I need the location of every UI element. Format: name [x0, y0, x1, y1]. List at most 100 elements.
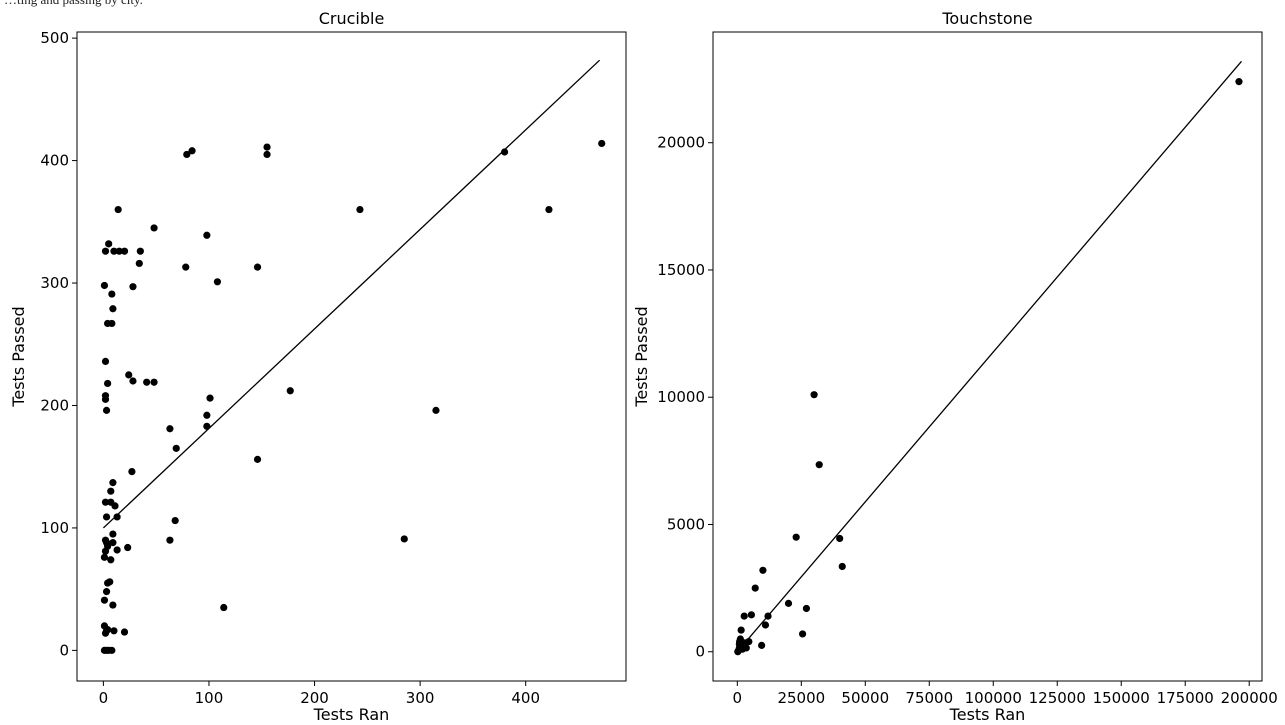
x-tick-label: 25000 [777, 689, 825, 707]
x-tick-label: 125000 [1029, 689, 1086, 707]
x-tick-label: 50000 [841, 689, 889, 707]
y-tick-label: 300 [40, 274, 69, 292]
y-tick-label: 100 [40, 519, 69, 537]
data-point [545, 205, 553, 214]
x-tick-label: 300 [406, 689, 435, 707]
data-point [203, 411, 211, 419]
data-point [792, 533, 800, 541]
chart-title: Touchstone [941, 9, 1032, 28]
x-tick-label: 0 [733, 689, 743, 707]
data-point [129, 283, 137, 291]
data-point [115, 247, 123, 255]
data-point [761, 621, 770, 629]
x-tick-label: 175000 [1157, 689, 1214, 707]
data-point [143, 378, 151, 386]
data-point [120, 247, 129, 255]
data-point [758, 641, 766, 649]
data-point [838, 562, 846, 571]
data-point [109, 479, 117, 487]
data-point [109, 530, 117, 538]
data-point [111, 502, 119, 510]
data-point [500, 148, 509, 156]
data-point [286, 387, 294, 395]
data-point [263, 143, 271, 151]
data-point [113, 513, 121, 521]
plot-frame [712, 31, 1263, 682]
plot-frame [76, 31, 627, 682]
touchstone-panel: Touchstone 0 25000 50000 75000 100000 125000 15… [632, 9, 1278, 724]
data-point [784, 599, 793, 607]
x-tick-label: 150000 [1093, 689, 1150, 707]
data-point [203, 231, 211, 239]
data-point [114, 205, 122, 214]
data-point [109, 539, 117, 547]
data-point [263, 150, 271, 159]
y-tick-label: 5000 [667, 515, 705, 533]
data-point [759, 566, 767, 574]
data-point [166, 536, 174, 544]
data-point [764, 612, 772, 620]
data-point [356, 205, 364, 214]
data-point [113, 546, 121, 554]
data-point [432, 406, 440, 414]
data-point [742, 644, 750, 652]
data-point [102, 513, 111, 521]
data-point [108, 319, 116, 328]
x-tick-label: 400 [511, 689, 540, 707]
data-point [253, 455, 262, 463]
data-point [101, 498, 110, 506]
data-point [128, 468, 136, 476]
data-point [172, 444, 180, 452]
figure-caption: …ting and passing by city. [4, 0, 143, 8]
data-point [1235, 78, 1243, 86]
data-layer [100, 59, 606, 654]
y-tick-label: 0 [59, 641, 69, 659]
data-point [102, 627, 111, 635]
y-tick-label: 10000 [657, 388, 705, 406]
data-point [109, 305, 117, 313]
data-point [100, 281, 109, 290]
data-point [740, 612, 748, 620]
x-tick-label: 0 [99, 689, 109, 707]
data-point [220, 603, 228, 612]
data-point [105, 240, 113, 248]
data-point [810, 391, 818, 399]
data-point [751, 584, 759, 592]
data-point [102, 588, 111, 596]
x-tick-label: 200000 [1221, 689, 1278, 707]
data-layer [734, 60, 1243, 656]
y-axis-label: Tests Passed [9, 306, 28, 407]
data-point [110, 627, 118, 635]
data-point [150, 378, 158, 386]
data-point [598, 139, 606, 148]
y-tick-label: 15000 [657, 261, 705, 279]
data-point [253, 263, 262, 271]
data-point [745, 637, 753, 646]
data-point [107, 556, 115, 564]
y-tick-label: 500 [40, 29, 69, 47]
data-point [104, 379, 112, 388]
data-point [125, 371, 133, 379]
data-point [203, 422, 211, 430]
y-tick-label: 20000 [657, 134, 705, 152]
data-point [101, 357, 110, 365]
data-point [400, 535, 408, 543]
data-point [206, 394, 214, 402]
x-tick-label: 100 [195, 689, 224, 707]
trend-line [736, 60, 1243, 653]
x-tick-label: 75000 [905, 689, 953, 707]
x-axis-label: Tests Ran [313, 705, 390, 724]
data-point [120, 628, 129, 636]
data-point [102, 406, 111, 414]
data-point [150, 224, 158, 232]
chart-title: Crucible [319, 9, 385, 28]
data-point [188, 147, 196, 155]
data-point [108, 290, 116, 298]
data-point [106, 578, 114, 586]
data-point [124, 543, 132, 552]
x-tick-label: 100000 [965, 689, 1022, 707]
data-point [100, 553, 109, 561]
data-point [109, 601, 117, 609]
data-point [213, 278, 222, 286]
